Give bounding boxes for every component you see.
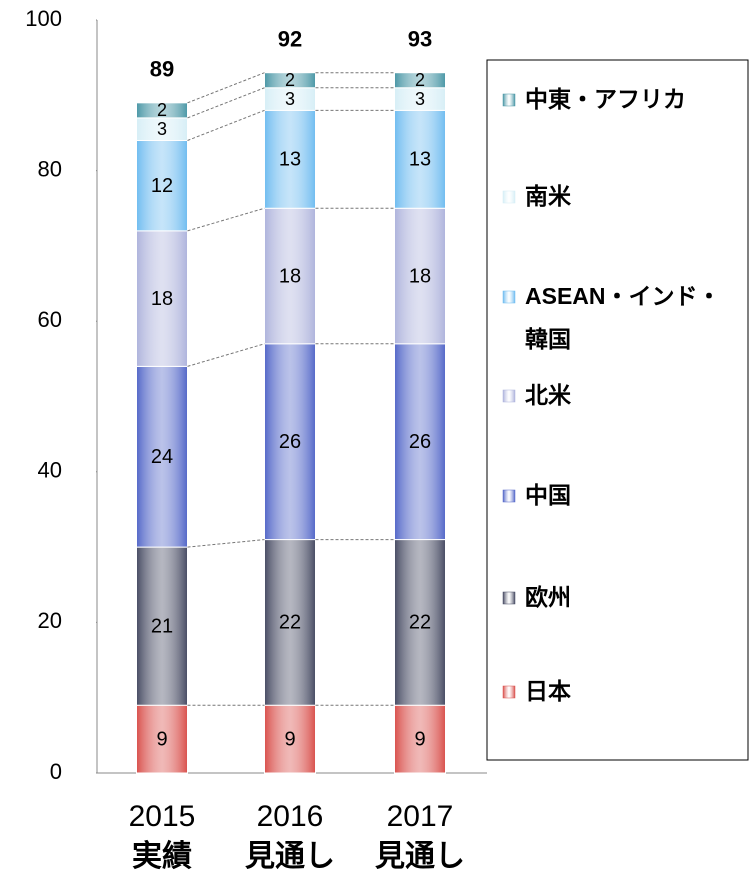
x-tick-sublabel: 見通し [245,840,335,873]
data-label: 18 [151,288,173,310]
data-label: 22 [279,612,301,634]
x-tick-sublabel: 実績 [132,840,192,873]
bar-segment [264,109,316,209]
legend-label: 北米 [525,382,571,408]
bar-segment [394,72,446,89]
connector [187,539,265,548]
legend-label: 中国 [525,482,571,508]
bar-segment [136,546,188,706]
y-tick-label: 40 [38,458,62,483]
y-tick-label: 0 [50,759,62,784]
legend-swatch [502,591,516,605]
x-tick-label: 2017 [386,800,454,833]
data-label: 2 [415,70,425,90]
bar-segment [264,72,316,89]
data-label: 24 [151,446,173,468]
connector [187,109,265,141]
legend-swatch [502,290,516,304]
bar-segment [394,704,446,774]
y-tick-label: 60 [38,307,62,332]
data-label: 22 [409,612,431,634]
connector [187,207,265,232]
y-tick-label: 100 [25,6,62,31]
data-label: 13 [279,149,301,171]
legend-swatch [502,190,516,204]
legend-label: ASEAN・インド・韓国 [525,283,721,352]
data-label: 18 [409,265,431,287]
y-tick-label: 80 [38,156,62,181]
legend-swatch [502,685,516,699]
connector [187,87,265,119]
data-label: 26 [279,431,301,453]
data-label: 9 [284,728,295,750]
bar-segment [264,343,316,541]
legend-label: 欧州 [525,584,571,610]
legend-swatch [502,489,516,503]
x-tick-label: 2015 [128,800,196,833]
x-tick-sublabel: 見通し [375,840,465,873]
bar-segment [136,230,188,367]
data-label: 3 [415,89,425,109]
data-label: 2 [157,100,167,120]
data-label: 26 [409,431,431,453]
data-label: 9 [156,728,167,750]
total-label: 89 [150,57,174,82]
total-label: 93 [408,27,432,52]
bar-segment [394,207,446,345]
bar-segment [394,109,446,209]
total-label: 92 [278,27,302,52]
bar-segment [136,139,188,232]
data-label: 9 [414,728,425,750]
x-tick-label: 2016 [256,800,324,833]
legend-swatch [502,389,516,403]
connector [187,72,265,104]
bar-segment [136,704,188,774]
connector [187,343,265,367]
legend-label: 中東・アフリカ [525,86,686,112]
data-label: 12 [151,175,173,197]
bar-segment [394,539,446,706]
bar-segment [136,365,188,548]
bar-segment [136,102,188,119]
legend-box [486,59,749,761]
legend-swatch [502,93,516,107]
data-label: 13 [409,149,431,171]
data-label: 2 [285,70,295,90]
bar-segment [264,207,316,345]
data-label: 18 [279,265,301,287]
legend-label: 南米 [525,183,571,209]
data-label: 3 [285,89,295,109]
data-label: 3 [157,119,167,139]
bar-segment [394,343,446,541]
bar-segment [264,704,316,774]
y-tick-label: 20 [38,608,62,633]
legend-label: 日本 [525,678,571,704]
data-label: 21 [151,615,173,637]
